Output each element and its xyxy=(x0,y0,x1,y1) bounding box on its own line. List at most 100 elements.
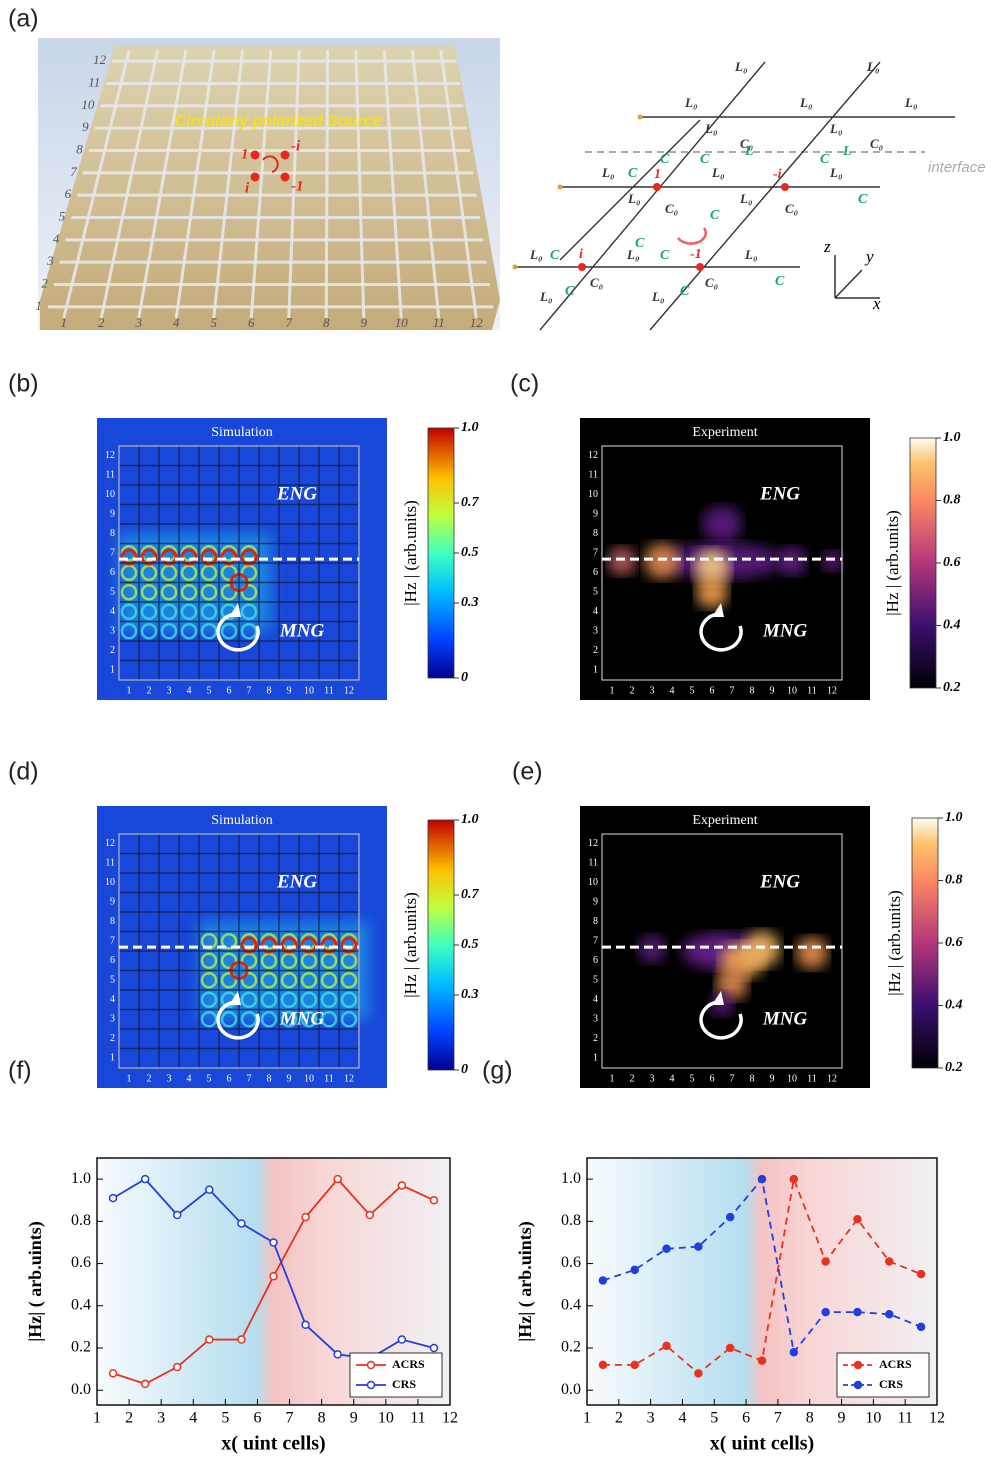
map-row-number: 8 xyxy=(110,916,115,927)
map-col-number: 8 xyxy=(267,685,272,696)
map-col-number: 12 xyxy=(344,685,354,696)
ground-cap-label: C₀ xyxy=(590,275,603,290)
map-row-number: 8 xyxy=(593,528,598,539)
field-blob xyxy=(796,936,828,969)
board xyxy=(40,45,500,330)
map-row-number: 8 xyxy=(593,916,598,927)
ground-cap-label: C₀ xyxy=(785,201,798,216)
map-row-number: 1 xyxy=(110,1053,115,1064)
rotation-arrow xyxy=(216,612,260,652)
map-col-number: 4 xyxy=(187,1073,192,1084)
x-tick-label: 9 xyxy=(350,1410,358,1427)
data-point xyxy=(662,1244,671,1254)
colorbar-label: |Hz | (arb.units) xyxy=(883,510,902,615)
board-col-number: 9 xyxy=(361,315,368,330)
field-ring xyxy=(260,1011,278,1028)
capacitor-label: C xyxy=(660,248,670,263)
data-point xyxy=(108,1369,118,1378)
axis-label: x xyxy=(872,294,881,313)
field-ring xyxy=(340,972,358,989)
colorbar-tick-label: 0.5 xyxy=(461,545,479,560)
colorbar-tick-label: 0.4 xyxy=(945,998,963,1013)
panel-label: (b) xyxy=(8,370,39,398)
map-row-number: 9 xyxy=(593,509,598,520)
data-point xyxy=(598,1276,608,1285)
x-tick-label: 11 xyxy=(410,1410,425,1427)
map-row-number: 4 xyxy=(110,606,115,617)
map-col-number: 6 xyxy=(710,685,715,696)
board-row-number: 5 xyxy=(59,208,66,223)
x-tick-label: 2 xyxy=(615,1410,623,1427)
plot-frame xyxy=(96,1157,451,1406)
wire xyxy=(287,49,301,319)
field-ring xyxy=(220,623,238,640)
inductor-label: L₀ xyxy=(734,59,747,74)
legend-marker xyxy=(366,1360,376,1370)
rotation-arrow xyxy=(699,612,743,652)
board-col-number: 6 xyxy=(248,315,255,330)
data-point xyxy=(757,1174,767,1184)
legend-label: CRS xyxy=(392,1377,416,1391)
ground-cap-label: C₀ xyxy=(870,136,883,151)
panel-label: (d) xyxy=(8,758,39,786)
wire xyxy=(382,49,403,319)
map-row-number: 12 xyxy=(105,450,115,461)
plot-frame xyxy=(586,1157,938,1406)
capacitor-label: C xyxy=(628,166,638,181)
board-row-number: 8 xyxy=(76,141,83,156)
map-col-number: 9 xyxy=(770,685,775,696)
x-tick-label: 6 xyxy=(742,1410,750,1427)
inductor-label: L₀ xyxy=(626,247,639,262)
inductor-label: L₀ xyxy=(651,289,664,304)
map-row-number: 12 xyxy=(588,838,598,849)
data-point xyxy=(725,1212,735,1222)
field-ring xyxy=(160,564,178,581)
wire xyxy=(324,49,329,319)
field-ring xyxy=(120,623,138,640)
data-point xyxy=(172,1362,182,1372)
arrow-head xyxy=(229,603,241,617)
x-tick-label: 3 xyxy=(157,1410,165,1427)
data-point xyxy=(365,1210,375,1220)
field-ring xyxy=(240,584,258,601)
hot-ring xyxy=(320,936,338,954)
map-row-number: 1 xyxy=(593,665,598,676)
data-point xyxy=(301,1320,310,1330)
map-col-number: 11 xyxy=(324,685,334,696)
map-row-number: 2 xyxy=(110,1033,115,1044)
data-point xyxy=(140,1174,150,1184)
x-axis-title: x( uint cells) xyxy=(221,1433,325,1455)
capacitor-label: C xyxy=(700,152,710,167)
map-row-number: 5 xyxy=(593,975,598,986)
field-blob xyxy=(644,543,680,580)
map-frame xyxy=(601,833,843,1069)
field-ring xyxy=(200,564,218,581)
data-point xyxy=(429,1195,439,1205)
y-tick-label: 0.2 xyxy=(561,1339,581,1356)
colorbar-tick-label: 0.3 xyxy=(461,987,479,1002)
legend-marker xyxy=(853,1380,863,1390)
hot-ring xyxy=(220,548,238,566)
field-ring xyxy=(220,584,238,601)
map-row-number: 9 xyxy=(110,897,115,908)
board-row-number: 3 xyxy=(46,253,54,268)
y-tick-label: 0.4 xyxy=(561,1296,581,1313)
ground-cap-label: C₀ xyxy=(740,136,753,151)
field-ring xyxy=(180,584,198,601)
x-tick-label: 10 xyxy=(865,1410,881,1427)
node-label: i xyxy=(579,247,583,262)
inductor-label: L₀ xyxy=(739,191,752,206)
field-ring xyxy=(160,623,178,640)
hot-ring xyxy=(180,548,198,566)
field-blob xyxy=(608,547,636,576)
field-ring xyxy=(240,991,258,1008)
data-point xyxy=(916,1322,926,1332)
field-ring xyxy=(140,623,158,640)
panel-label: (c) xyxy=(510,370,539,398)
board-row-number: 7 xyxy=(70,164,77,179)
data-point xyxy=(237,1219,246,1228)
map-col-number: 12 xyxy=(827,685,837,696)
inductor-label: L₀ xyxy=(744,247,757,262)
field-ring xyxy=(240,564,258,581)
legend-label: ACRS xyxy=(392,1357,425,1371)
